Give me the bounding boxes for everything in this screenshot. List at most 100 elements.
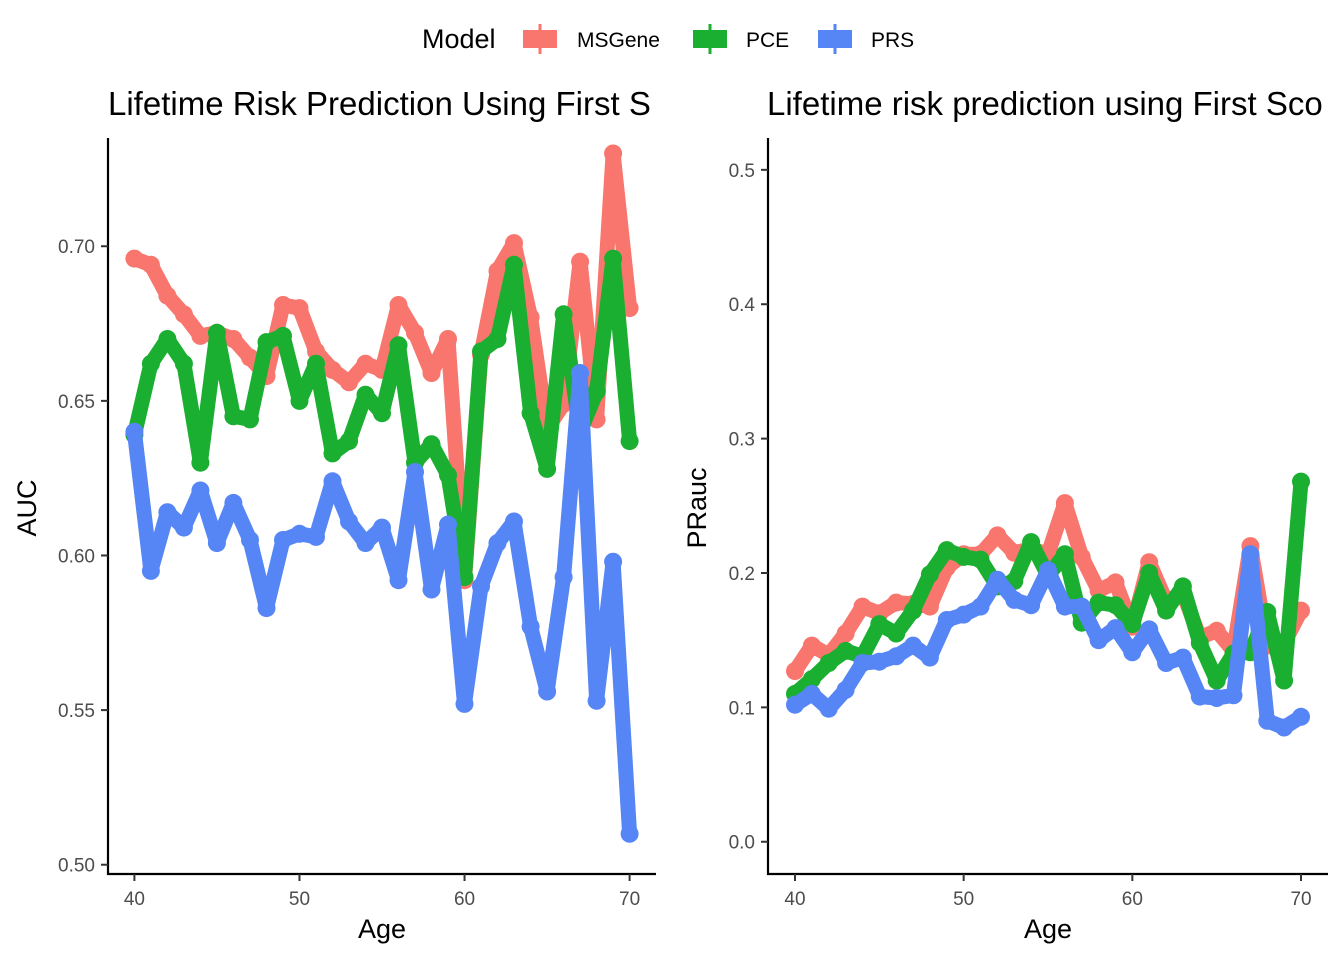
panel-auc-point-msgene xyxy=(307,342,325,361)
panel-auc-point-msgene xyxy=(488,262,507,280)
panel-prauc-point-prs xyxy=(1055,597,1074,616)
panel-prauc-point-pce xyxy=(1022,533,1041,552)
panel-prauc-point-pce xyxy=(1275,671,1294,690)
legend-label-pce: PCE xyxy=(746,29,789,52)
panel-auc-point-prs xyxy=(373,518,391,537)
panel-auc-point-prs xyxy=(141,561,160,580)
panel-prauc-point-prs xyxy=(1005,590,1024,609)
panel-prauc-y-tick-label: 0.5 xyxy=(729,161,755,182)
panel-prauc-plot: 40 50 60 70 0.0 0.1 0.2 0.3 0.4 0.5 xyxy=(729,138,1328,910)
panel-prauc-point-prs xyxy=(1140,620,1159,639)
panel-auc-point-pce xyxy=(538,459,557,478)
panel-auc-point-msgene xyxy=(604,144,623,163)
panel-auc-point-pce xyxy=(521,404,540,423)
panel-auc-point-prs xyxy=(125,422,144,441)
panel-prauc-point-prs xyxy=(1157,654,1176,672)
panel-prauc-point-prs xyxy=(1224,686,1243,705)
panel-prauc-point-prs xyxy=(870,652,889,671)
panel-auc-point-prs xyxy=(587,691,606,710)
panel-prauc-title: Lifetime risk prediction using First Sco xyxy=(767,85,1323,122)
panel-prauc-point-msgene xyxy=(802,636,821,655)
legend-title: Model xyxy=(422,24,496,54)
panel-prauc-x-tick-label: 40 xyxy=(784,889,805,910)
panel-prauc-point-prs xyxy=(971,597,990,616)
panel-prauc-point-prs xyxy=(836,680,855,699)
panel-auc-y-axis-title: AUC xyxy=(12,479,42,536)
panel-prauc-point-prs xyxy=(954,605,973,624)
panel-auc-point-prs xyxy=(207,534,226,553)
panel-auc-point-msgene xyxy=(340,373,358,392)
panel-auc-point-msgene xyxy=(505,234,523,253)
panel-prauc-x-tick-label: 60 xyxy=(1122,889,1143,910)
panel-auc-plot: 40 50 60 70 0.50 0.55 0.60 0.65 0.70 xyxy=(58,138,656,910)
panel-prauc-y-tick-label: 0.1 xyxy=(729,698,755,719)
panel-auc-point-prs xyxy=(290,524,309,543)
panel-auc-x-axis-title: Age xyxy=(358,914,406,944)
panel-prauc-point-pce xyxy=(1157,601,1176,620)
panel-prauc-x-tick-label: 70 xyxy=(1290,889,1311,910)
panel-auc-point-prs xyxy=(389,571,408,590)
panel-auc-point-msgene xyxy=(422,364,441,382)
legend-label-msgene: MSGene xyxy=(577,29,660,52)
panel-auc-point-prs xyxy=(241,531,259,549)
panel-auc-point-prs xyxy=(571,364,590,382)
panel-prauc-point-prs xyxy=(887,647,906,666)
panel-prauc-point-prs xyxy=(1123,643,1142,662)
panel-auc-point-pce xyxy=(323,444,342,463)
panel-auc-x-tick-label: 70 xyxy=(619,889,640,910)
panel-auc-point-prs xyxy=(554,568,573,587)
panel-auc-point-msgene xyxy=(323,360,342,379)
panel-prauc-y-tick-label: 0.3 xyxy=(729,430,755,451)
panel-prauc-point-prs xyxy=(1173,648,1192,667)
panel-prauc-point-prs xyxy=(786,695,804,714)
panel-prauc-point-msgene xyxy=(786,662,804,681)
panel-auc-point-msgene xyxy=(224,330,243,348)
panel-auc-point-msgene xyxy=(406,323,424,342)
panel-auc-point-pce xyxy=(241,410,259,429)
legend-key-pce xyxy=(693,24,727,54)
panel-auc-point-msgene xyxy=(174,305,193,324)
panel-prauc-point-msgene xyxy=(853,597,872,616)
panel-prauc-y-tick-label: 0.0 xyxy=(729,833,755,854)
panel-auc-title: Lifetime Risk Prediction Using First S xyxy=(108,85,651,122)
panel-auc-point-prs xyxy=(356,534,375,553)
panel-auc-y-tick-label: 0.65 xyxy=(58,392,95,413)
panel-auc-x-tick-label: 40 xyxy=(124,889,145,910)
panel-prauc-series xyxy=(786,472,1310,737)
panel-auc-point-pce xyxy=(191,453,210,472)
panel-auc-series xyxy=(125,144,639,843)
panel-auc-point-pce xyxy=(373,404,391,423)
panel-prauc-point-pce xyxy=(802,670,821,689)
panel-prauc-point-prs xyxy=(1207,689,1226,707)
panel-auc-point-prs xyxy=(274,531,292,549)
panel-auc-point-pce xyxy=(274,326,292,345)
panel-prauc-point-msgene xyxy=(1055,494,1074,513)
legend: Model MSGene PCE PRS xyxy=(422,24,914,54)
panel-auc-point-msgene xyxy=(158,286,177,305)
panel-auc-point-pce xyxy=(174,354,193,373)
panel-prauc-y-axis-title: PRauc xyxy=(682,467,712,548)
panel-prauc-point-msgene xyxy=(988,526,1007,545)
panel-auc-point-pce xyxy=(554,305,573,324)
panel-auc-point-msgene xyxy=(571,252,590,271)
panel-prauc-point-pce xyxy=(1173,577,1192,596)
panel-prauc-point-prs xyxy=(1039,561,1057,580)
panel-auc-point-pce xyxy=(224,407,243,426)
panel-auc-point-prs xyxy=(257,599,276,618)
panel-auc-y-tick-label: 0.55 xyxy=(58,701,95,722)
panel-auc-point-prs xyxy=(455,694,474,713)
panel-prauc-point-pce xyxy=(1207,671,1226,690)
panel-auc-point-pce xyxy=(604,249,623,268)
panel-prauc-point-pce xyxy=(836,641,855,660)
panel-prauc-point-pce xyxy=(954,547,973,566)
panel-auc-point-pce xyxy=(307,354,325,373)
panel-auc-point-prs xyxy=(604,552,623,571)
panel-prauc-point-prs xyxy=(1292,707,1310,726)
panel-prauc-point-msgene xyxy=(1207,621,1226,640)
panel-auc-point-pce xyxy=(488,330,507,348)
panel-auc-point-prs xyxy=(224,493,243,512)
panel-prauc-point-pce xyxy=(819,654,838,672)
panel-prauc-y-tick-label: 0.2 xyxy=(729,564,755,585)
panel-auc-point-prs xyxy=(488,534,507,553)
